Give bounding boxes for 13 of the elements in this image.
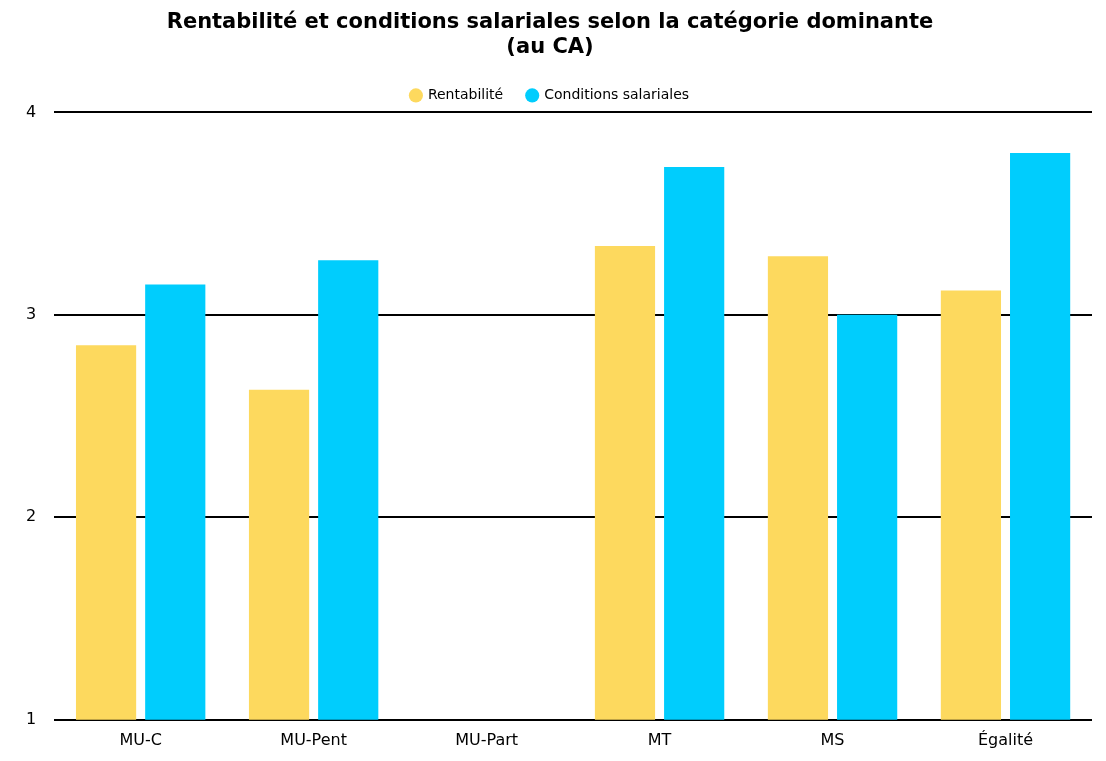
x-tick-label: MU-C <box>119 729 162 749</box>
legend-label: Rentabilité <box>427 86 504 103</box>
x-tick-label: MS <box>820 729 845 749</box>
y-tick-label: 3 <box>25 304 37 324</box>
legend-label: Conditions salariales <box>544 86 690 103</box>
y-tick-label: 2 <box>25 506 37 526</box>
chart-title: Rentabilité et conditions salariales selon la catégorie dominante (au CA) <box>166 9 934 59</box>
x-tick-label: Égalité <box>977 729 1034 749</box>
x-tick-label: MU-Part <box>455 729 519 749</box>
x-tick-label: MT <box>647 729 672 749</box>
y-tick-label: 1 <box>25 708 37 728</box>
y-tick-label: 4 <box>25 101 37 121</box>
x-tick-label: MU-Pent <box>280 729 347 749</box>
